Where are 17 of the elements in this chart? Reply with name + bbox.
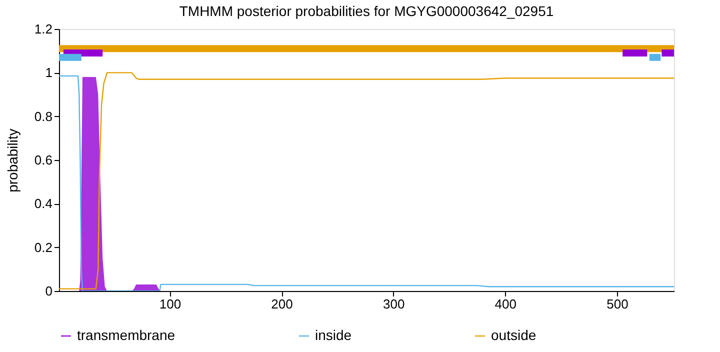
y-tick-label: 1 <box>45 65 52 80</box>
y-tick-label: 0.8 <box>34 108 52 124</box>
x-tick-label: 200 <box>271 296 293 312</box>
y-tick-label: 0.4 <box>34 196 52 212</box>
x-tick-label: 500 <box>606 296 628 312</box>
legend-label: inside <box>315 327 352 343</box>
legend-label: transmembrane <box>77 327 176 343</box>
y-tick-label: 0.6 <box>34 152 52 168</box>
x-tick-label: 100 <box>159 296 182 312</box>
y-tick-label: 0.2 <box>34 240 52 255</box>
x-tick-label: 400 <box>494 296 517 312</box>
chart-title: TMHMM posterior probabilities for MGYG000003642_02951 <box>179 3 554 19</box>
y-axis-title: probability <box>4 128 20 192</box>
x-tick-label: 300 <box>382 296 405 312</box>
y-tick-label: 0 <box>45 284 52 298</box>
legend-label: outside <box>491 327 536 343</box>
y-tick-label: 1.2 <box>34 22 52 36</box>
